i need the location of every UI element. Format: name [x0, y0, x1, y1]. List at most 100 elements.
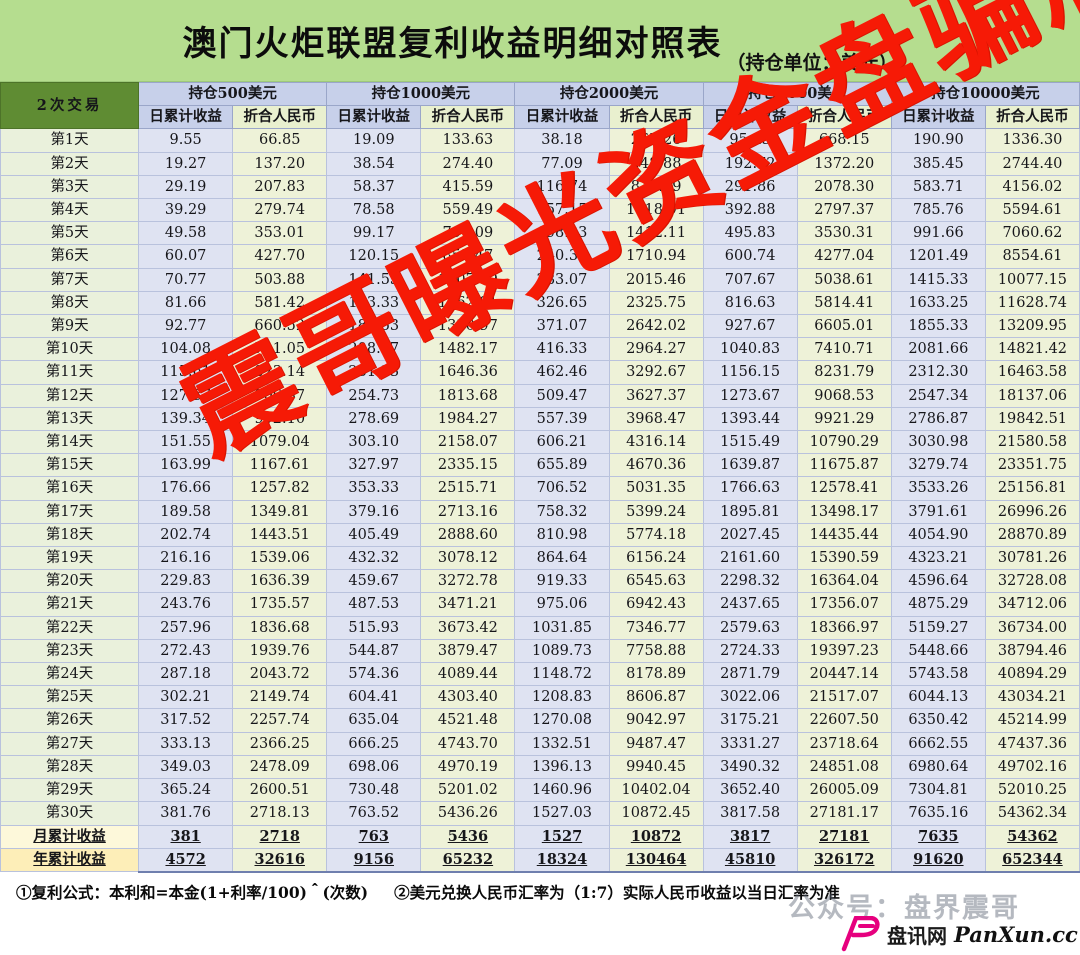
- table-row: 第19天 216.16 1539.06 432.32 3078.12 864.64 6156…: [0, 546, 1080, 571]
- summary-year-value: 652344: [984, 847, 1080, 873]
- sub-header-rmb-500: 折合人民币: [232, 105, 328, 130]
- cell-rmb-equivalent: 2078.30: [796, 174, 892, 200]
- cell-usd-daily: 6980.64: [890, 754, 986, 780]
- table-row: 第9天 92.77 660.52 185.53 1320.97 371.07 2642.02…: [0, 314, 1080, 339]
- cell-rmb-equivalent: 1482.17: [420, 337, 516, 362]
- cell-rmb-equivalent: 36734.00: [984, 615, 1080, 640]
- summary-month-value: 54362: [984, 824, 1080, 849]
- cell-rmb-equivalent: 3968.47: [608, 406, 704, 432]
- row-label-day: 第24天: [0, 662, 140, 687]
- table-row: 第20天 229.83 1636.39 459.67 3272.78 919.33 6545…: [0, 569, 1080, 594]
- cell-rmb-equivalent: 3530.31: [796, 221, 892, 246]
- row-label-day: 第16天: [0, 476, 140, 501]
- cell-rmb-equivalent: 1539.06: [232, 546, 328, 571]
- cell-rmb-equivalent: 741.05: [232, 337, 328, 362]
- cell-rmb-equivalent: 3292.67: [608, 360, 704, 385]
- cell-rmb-equivalent: 7758.88: [608, 638, 704, 664]
- table-row: 第28天 349.03 2478.09 698.06 4970.19 1396.13 994…: [0, 754, 1080, 780]
- row-label-day: 第14天: [0, 430, 140, 455]
- row-label-day: 第5天: [0, 221, 140, 246]
- cell-rmb-equivalent: 3078.12: [420, 546, 516, 571]
- cell-usd-daily: 392.88: [702, 198, 798, 223]
- summary-year-value: 326172: [796, 847, 892, 873]
- cell-usd-daily: 49.58: [138, 221, 234, 246]
- cell-usd-daily: 1201.49: [890, 244, 986, 269]
- summary-month-value: 10872: [608, 824, 704, 849]
- cell-usd-daily: 5743.58: [890, 662, 986, 687]
- sub-header-rmb-1000: 折合人民币: [420, 105, 516, 130]
- cell-rmb-equivalent: 19842.51: [984, 406, 1080, 432]
- row-label-day: 第21天: [0, 592, 140, 617]
- sub-header-usd-1000: 日累计收益: [326, 105, 422, 130]
- table-row: 第5天 49.58 353.01 99.17 706.09 198.33 1412.11 49…: [0, 221, 1080, 246]
- cell-usd-daily: 229.83: [138, 569, 234, 594]
- summary-month-value: 381: [138, 824, 234, 849]
- cell-rmb-equivalent: 3627.37: [608, 383, 704, 408]
- cell-usd-daily: 785.76: [890, 198, 986, 223]
- cell-rmb-equivalent: 1710.94: [608, 244, 704, 269]
- cell-usd-daily: 5159.27: [890, 615, 986, 640]
- cell-rmb-equivalent: 9487.47: [608, 731, 704, 756]
- row-label-day: 第11天: [0, 360, 140, 385]
- cell-usd-daily: 1040.83: [702, 337, 798, 362]
- cell-rmb-equivalent: 16463.58: [984, 360, 1080, 385]
- summary-month-value: 7635: [890, 824, 986, 849]
- cell-usd-daily: 495.83: [702, 221, 798, 246]
- cell-usd-daily: 4596.64: [890, 569, 986, 594]
- cell-usd-daily: 139.34: [138, 406, 234, 432]
- table-row: 第13天 139.34 992.10 278.69 1984.27 557.39 3968.…: [0, 406, 1080, 432]
- cell-usd-daily: 254.73: [326, 383, 422, 408]
- cell-rmb-equivalent: 25156.81: [984, 476, 1080, 501]
- cell-rmb-equivalent: 7410.71: [796, 337, 892, 362]
- cell-rmb-equivalent: 823.14: [232, 360, 328, 385]
- cell-usd-daily: 544.87: [326, 638, 422, 664]
- cell-usd-daily: 600.74: [702, 244, 798, 269]
- summary-month-value: 763: [326, 824, 422, 849]
- cell-rmb-equivalent: 2744.40: [984, 151, 1080, 176]
- table-row: 第18天 202.74 1443.51 405.49 2888.60 810.98 5774…: [0, 522, 1080, 548]
- cell-usd-daily: 707.67: [702, 267, 798, 292]
- row-label-day: 第19天: [0, 546, 140, 571]
- cell-usd-daily: 326.65: [514, 290, 610, 316]
- cell-usd-daily: 3279.74: [890, 453, 986, 478]
- table-header: 2次交易 持仓500美元 持仓1000美元 持仓2000美元 持仓5000美元 …: [0, 81, 1080, 130]
- cell-rmb-equivalent: 5594.61: [984, 198, 1080, 223]
- cell-usd-daily: 2579.63: [702, 615, 798, 640]
- cell-rmb-equivalent: 8178.89: [608, 662, 704, 687]
- table-row: 第4天 39.29 279.74 78.58 559.49 157.15 1118.91 39…: [0, 198, 1080, 223]
- cell-rmb-equivalent: 4156.02: [984, 174, 1080, 200]
- cell-rmb-equivalent: 133.63: [420, 128, 516, 153]
- cell-usd-daily: 583.71: [890, 174, 986, 200]
- summary-month-value: 1527: [514, 824, 610, 849]
- cell-rmb-equivalent: 4743.70: [420, 731, 516, 756]
- cell-usd-daily: 7635.16: [890, 801, 986, 826]
- cell-rmb-equivalent: 18137.06: [984, 383, 1080, 408]
- cell-rmb-equivalent: 2888.60: [420, 522, 516, 548]
- cell-rmb-equivalent: 1118.91: [608, 198, 704, 223]
- cell-rmb-equivalent: 8231.79: [796, 360, 892, 385]
- cell-usd-daily: 190.90: [890, 128, 986, 153]
- table-row: 第26天 317.52 2257.74 635.04 4521.48 1270.08 904…: [0, 708, 1080, 733]
- cell-usd-daily: 2547.34: [890, 383, 986, 408]
- cell-usd-daily: 2081.66: [890, 337, 986, 362]
- cell-rmb-equivalent: 14435.44: [796, 522, 892, 548]
- table-row: 第3天 29.19 207.83 58.37 415.59 116.74 831.19 291…: [0, 174, 1080, 200]
- cell-usd-daily: 1895.81: [702, 499, 798, 524]
- cell-usd-daily: 487.53: [326, 592, 422, 617]
- table-row: 第17天 189.58 1349.81 379.16 2713.16 758.32 5399…: [0, 499, 1080, 524]
- table-row: 第2天 19.27 137.20 38.54 274.40 77.09 548.88 192.…: [0, 151, 1080, 176]
- group-header-2000: 持仓2000美元: [514, 81, 704, 107]
- cell-usd-daily: 2027.45: [702, 522, 798, 548]
- cell-rmb-equivalent: 21580.58: [984, 430, 1080, 455]
- table-header-subs: 日累计收益 折合人民币 日累计收益 折合人民币 日累计收益 折合人民币 日累计收…: [1, 105, 1080, 130]
- cell-rmb-equivalent: 6156.24: [608, 546, 704, 571]
- row-label-day: 第10天: [0, 337, 140, 362]
- cell-rmb-equivalent: 1636.39: [232, 569, 328, 594]
- summary-month-value: 27181: [796, 824, 892, 849]
- cell-rmb-equivalent: 23351.75: [984, 453, 1080, 478]
- cell-usd-daily: 459.67: [326, 569, 422, 594]
- cell-rmb-equivalent: 2158.07: [420, 430, 516, 455]
- cell-usd-daily: 730.48: [326, 778, 422, 803]
- cell-rmb-equivalent: 5814.41: [796, 290, 892, 316]
